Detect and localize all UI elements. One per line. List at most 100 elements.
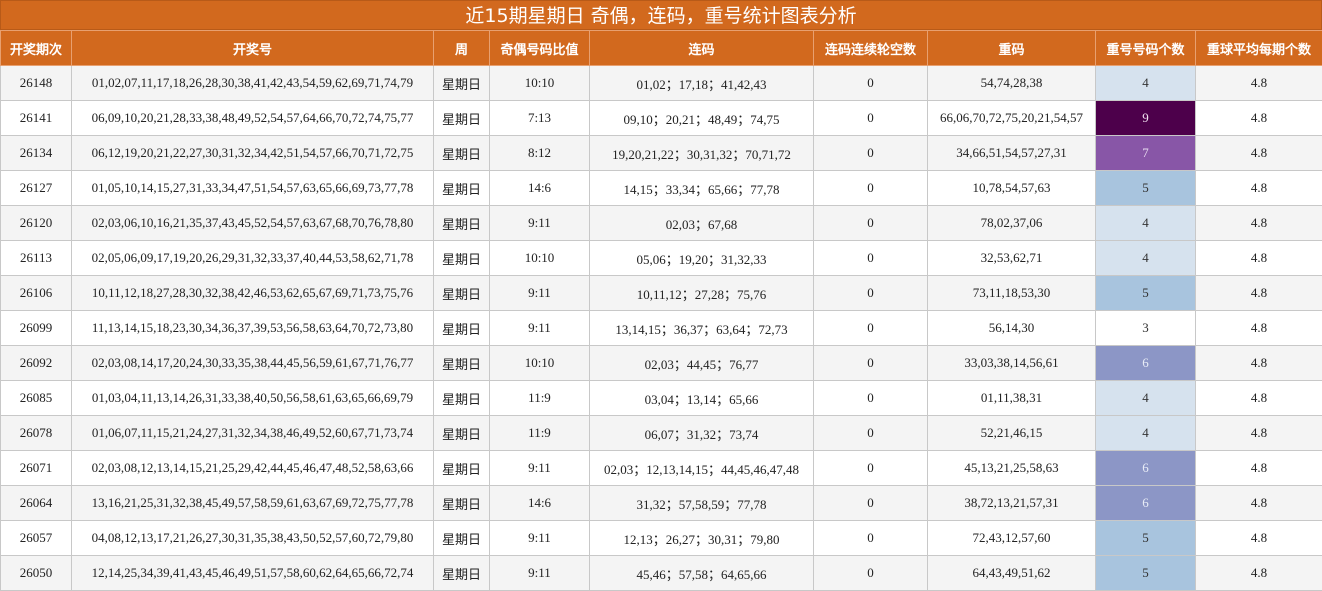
heat-cell: 9: [1096, 101, 1196, 136]
heat-cell: 6: [1096, 451, 1196, 486]
table-cell: 0: [814, 136, 928, 171]
heat-cell: 5: [1096, 556, 1196, 591]
table-cell: 26106: [1, 276, 72, 311]
table-cell: 26057: [1, 521, 72, 556]
table-cell: 0: [814, 101, 928, 136]
table-cell: 10:10: [490, 241, 590, 276]
table-cell: 64,43,49,51,62: [928, 556, 1096, 591]
heat-cell: 6: [1096, 486, 1196, 521]
column-header: 奇偶号码比值: [490, 31, 590, 66]
table-cell: 0: [814, 521, 928, 556]
table-cell: 78,02,37,06: [928, 206, 1096, 241]
header-row: 开奖期次开奖号周奇偶号码比值连码连码连续轮空数重码重号号码个数重球平均每期个数: [1, 31, 1322, 66]
table-cell: 9:11: [490, 206, 590, 241]
table-cell: 4.8: [1196, 486, 1322, 521]
table-cell: 56,14,30: [928, 311, 1096, 346]
table-cell: 26148: [1, 66, 72, 101]
table-cell: 01,03,04,11,13,14,26,31,33,38,40,50,56,5…: [72, 381, 434, 416]
table-cell: 4.8: [1196, 416, 1322, 451]
table-cell: 星期日: [434, 381, 490, 416]
table-cell: 26064: [1, 486, 72, 521]
table-cell: 星期日: [434, 486, 490, 521]
table-cell: 9:11: [490, 521, 590, 556]
table-cell: 26141: [1, 101, 72, 136]
table-cell: 03,04；13,14；65,66: [590, 381, 814, 416]
table-cell: 星期日: [434, 346, 490, 381]
table-cell: 26113: [1, 241, 72, 276]
heat-cell: 4: [1096, 66, 1196, 101]
table-cell: 4.8: [1196, 451, 1322, 486]
table-cell: 02,03,08,14,17,20,24,30,33,35,38,44,45,5…: [72, 346, 434, 381]
table-cell: 0: [814, 416, 928, 451]
table-cell: 0: [814, 276, 928, 311]
table-cell: 45,13,21,25,58,63: [928, 451, 1096, 486]
table-cell: 0: [814, 381, 928, 416]
table-cell: 01,06,07,11,15,21,24,27,31,32,34,38,46,4…: [72, 416, 434, 451]
table-cell: 11,13,14,15,18,23,30,34,36,37,39,53,56,5…: [72, 311, 434, 346]
table-cell: 02,03,06,10,16,21,35,37,43,45,52,54,57,6…: [72, 206, 434, 241]
table-cell: 4.8: [1196, 241, 1322, 276]
table-cell: 4.8: [1196, 206, 1322, 241]
column-header: 连码: [590, 31, 814, 66]
table-cell: 26092: [1, 346, 72, 381]
table-cell: 06,12,19,20,21,22,27,30,31,32,34,42,51,5…: [72, 136, 434, 171]
table-cell: 06,07；31,32；73,74: [590, 416, 814, 451]
table-cell: 10,78,54,57,63: [928, 171, 1096, 206]
table-cell: 26120: [1, 206, 72, 241]
table-cell: 4.8: [1196, 171, 1322, 206]
table-cell: 02,03；44,45；76,77: [590, 346, 814, 381]
table-cell: 12,14,25,34,39,41,43,45,46,49,51,57,58,6…: [72, 556, 434, 591]
heat-cell: 6: [1096, 346, 1196, 381]
table-cell: 26127: [1, 171, 72, 206]
table-title: 近15期星期日 奇偶，连码，重号统计图表分析: [0, 0, 1322, 30]
stats-table: 开奖期次开奖号周奇偶号码比值连码连码连续轮空数重码重号号码个数重球平均每期个数 …: [0, 30, 1322, 591]
table-cell: 星期日: [434, 136, 490, 171]
heat-cell: 5: [1096, 521, 1196, 556]
table-cell: 66,06,70,72,75,20,21,54,57: [928, 101, 1096, 136]
table-cell: 星期日: [434, 521, 490, 556]
table-cell: 0: [814, 346, 928, 381]
table-cell: 9:11: [490, 276, 590, 311]
table-cell: 10,11,12,18,27,28,30,32,38,42,46,53,62,6…: [72, 276, 434, 311]
table-cell: 星期日: [434, 276, 490, 311]
table-cell: 45,46；57,58；64,65,66: [590, 556, 814, 591]
table-cell: 4.8: [1196, 556, 1322, 591]
table-cell: 8:12: [490, 136, 590, 171]
table-cell: 0: [814, 451, 928, 486]
heat-cell: 7: [1096, 136, 1196, 171]
table-cell: 33,03,38,14,56,61: [928, 346, 1096, 381]
table-cell: 10,11,12；27,28；75,76: [590, 276, 814, 311]
table-cell: 26134: [1, 136, 72, 171]
column-header: 周: [434, 31, 490, 66]
table-cell: 9:11: [490, 451, 590, 486]
heat-cell: 4: [1096, 416, 1196, 451]
table-cell: 9:11: [490, 556, 590, 591]
table-cell: 0: [814, 206, 928, 241]
table-cell: 星期日: [434, 101, 490, 136]
table-cell: 星期日: [434, 171, 490, 206]
heat-cell: 5: [1096, 171, 1196, 206]
table-cell: 26078: [1, 416, 72, 451]
heat-cell: 4: [1096, 206, 1196, 241]
table-cell: 星期日: [434, 416, 490, 451]
table-cell: 26050: [1, 556, 72, 591]
table-cell: 26085: [1, 381, 72, 416]
table-cell: 54,74,28,38: [928, 66, 1096, 101]
table-cell: 01,02,07,11,17,18,26,28,30,38,41,42,43,5…: [72, 66, 434, 101]
column-header: 连码连续轮空数: [814, 31, 928, 66]
table-cell: 7:13: [490, 101, 590, 136]
table-cell: 0: [814, 241, 928, 276]
table-cell: 9:11: [490, 311, 590, 346]
table-cell: 13,16,21,25,31,32,38,45,49,57,58,59,61,6…: [72, 486, 434, 521]
table-cell: 05,06；19,20；31,32,33: [590, 241, 814, 276]
heat-cell: 4: [1096, 381, 1196, 416]
